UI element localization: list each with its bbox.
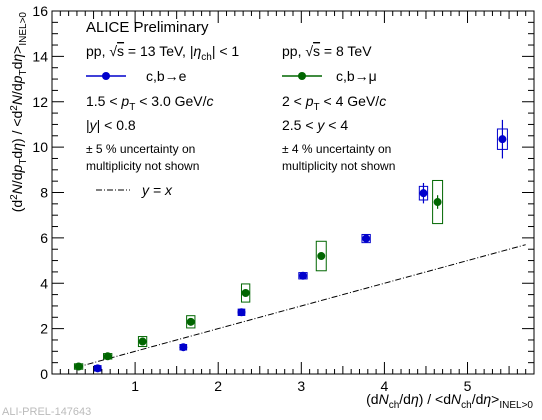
y-tick-label: 8 [40,185,48,201]
legend-left-series: c,b→e [146,68,187,84]
legend-right-y: 2.5 < y < 4 [282,117,348,133]
legend-right-pt: 2 < pT < 4 GeV/c [282,93,386,113]
series-muons [73,179,444,371]
series-layer [73,119,508,373]
x-tick-label: 4 [381,378,389,394]
legend-left-unc1: ± 5 % uncertainty on [86,142,195,156]
sys-box [186,315,196,329]
data-point [362,234,371,243]
data-point [186,317,195,326]
sys-box [432,179,444,225]
y-tick-label: 6 [40,230,48,246]
axis-ticks [52,10,534,375]
data-point [74,362,83,371]
x-tick-labels: 1 2 3 4 5 [131,378,471,394]
legend-left-system: pp, √s = 13 TeV, |ηch| < 1 [86,43,239,63]
legend-left-marker [102,72,110,80]
legend-left-unc2: multiplicity not shown [86,159,199,173]
series-electrons [93,119,508,373]
sys-box [137,336,148,348]
x-tick-label: 2 [214,378,222,394]
data-point [103,352,112,361]
data-point [317,252,326,261]
data-point [241,289,250,298]
data-point [419,189,428,198]
y-tick-label: 4 [40,275,48,291]
data-point [237,308,246,317]
x-tick-label: 3 [297,378,305,394]
y-tick-labels: 0 2 4 6 8 10 12 14 16 [32,3,48,382]
sys-box [361,233,371,244]
data-point [498,135,507,144]
sys-box [240,283,251,303]
y-axis-label: (d2N/dpTdη) / <d2N/dpTdη>INEL>0 [9,12,29,213]
x-tick-label: 5 [464,378,472,394]
data-point [138,337,147,346]
data-point [298,271,307,280]
y-tick-label: 16 [32,3,48,19]
x-axis-label: (dNch/dη) / <dNch/dη>INEL>0 [366,391,533,411]
identity-line [76,244,526,368]
legend-identity-label: y = x [141,182,173,198]
sys-box [315,240,327,272]
y-tick-label: 14 [32,48,48,64]
chart-title: ALICE Preliminary [86,19,209,36]
y-tick-label: 12 [32,94,48,110]
legend-left-y: |y| < 0.8 [86,117,136,133]
legend-right-series: c,b→μ [336,68,377,84]
y-tick-label: 10 [32,139,48,155]
y-tick-label: 0 [40,366,48,382]
x-tick-label: 1 [131,378,139,394]
data-point [179,343,188,352]
legend-right-marker [298,72,306,80]
legend-left-pt: 1.5 < pT < 3.0 GeV/c [86,93,214,113]
legend-right-unc1: ± 4 % uncertainty on [282,142,391,156]
data-point [93,364,102,373]
data-point [433,198,442,207]
plot-frame [51,10,535,375]
legend-right-system: pp, √s = 8 TeV [282,43,372,59]
y-tick-label: 2 [40,321,48,337]
footer-tag: ALI-PREL-147643 [2,406,91,418]
legend-right-unc2: multiplicity not shown [282,159,395,173]
